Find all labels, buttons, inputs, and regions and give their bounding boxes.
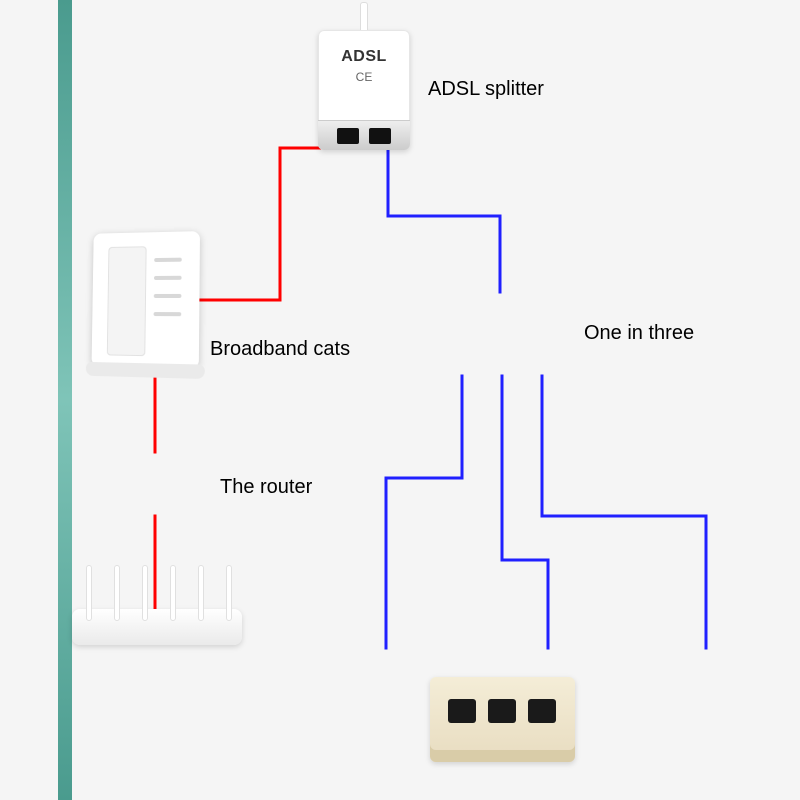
diagram-stage: ADSL CE ADSL splitter Broadband cats The… — [0, 0, 800, 800]
adsl-device-ce: CE — [356, 70, 373, 84]
modem-device — [92, 231, 200, 368]
adsl-device-text: ADSL — [341, 48, 387, 66]
one-in-three-splitter — [430, 677, 575, 762]
broadband-cats-label: Broadband cats — [210, 338, 350, 361]
one-in-three-label: One in three — [584, 322, 694, 345]
rj-port-icon — [528, 699, 556, 723]
rj-port-icon — [369, 128, 391, 144]
router-device — [72, 565, 242, 655]
adsl-splitter-label: ADSL splitter — [428, 78, 544, 101]
rj-port-icon — [337, 128, 359, 144]
rj-port-icon — [448, 699, 476, 723]
router-label: The router — [220, 476, 312, 499]
rj-port-icon — [488, 699, 516, 723]
adsl-splitter-device: ADSL CE — [318, 30, 410, 150]
